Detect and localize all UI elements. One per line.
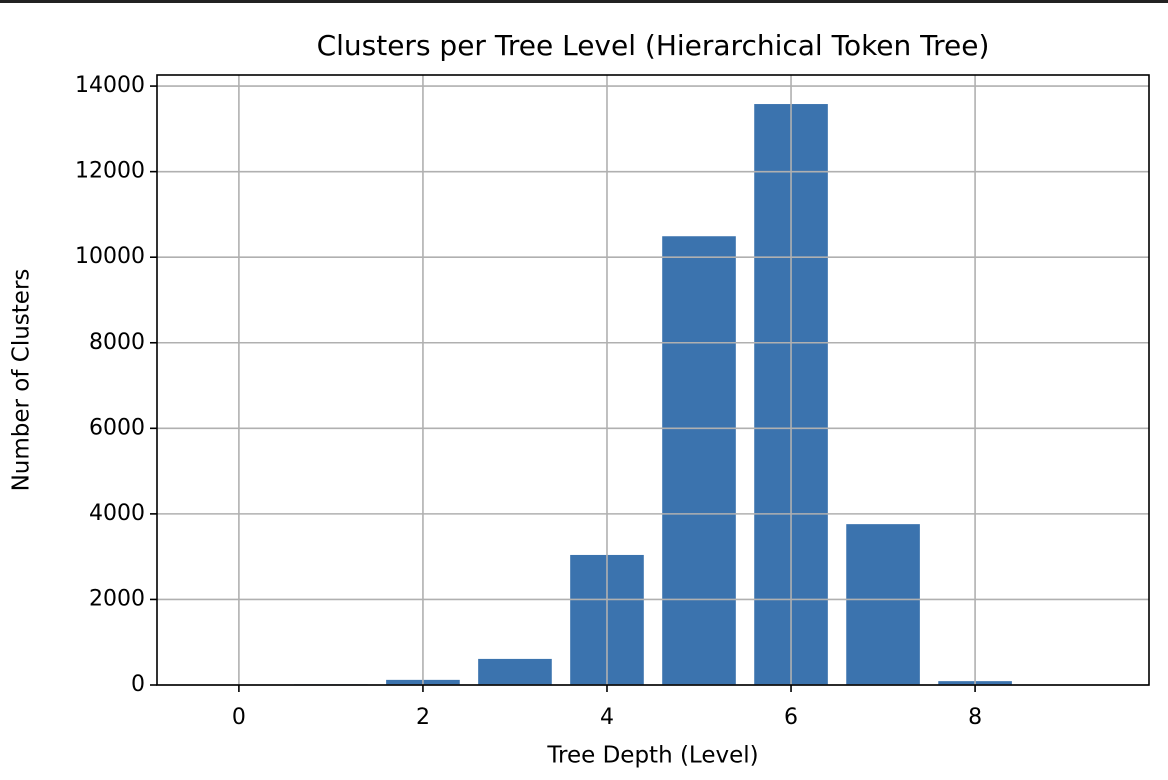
x-tick-label: 6 — [784, 705, 798, 730]
y-tick-label: 0 — [131, 672, 145, 697]
y-tick-label: 6000 — [89, 415, 145, 440]
top-border — [0, 0, 1168, 3]
y-tick-label: 8000 — [89, 330, 145, 355]
y-tick-label: 10000 — [75, 244, 145, 269]
x-tick-label: 2 — [416, 705, 430, 730]
x-tick-label: 0 — [232, 705, 246, 730]
plot-frame — [156, 74, 1150, 686]
y-tick-label: 4000 — [89, 501, 145, 526]
x-tick-label: 4 — [600, 705, 614, 730]
y-tick-label: 14000 — [75, 73, 145, 98]
x-tick-label: 8 — [968, 705, 982, 730]
x-axis-label: Tree Depth (Level) — [546, 743, 758, 769]
chart-title: Clusters per Tree Level (Hierarchical To… — [317, 29, 990, 62]
y-tick-label: 12000 — [75, 159, 145, 184]
bar — [478, 658, 552, 685]
bar — [846, 524, 920, 685]
y-axis-label: Number of Clusters — [9, 269, 35, 492]
bar — [662, 236, 736, 686]
y-tick-label: 2000 — [89, 586, 145, 611]
